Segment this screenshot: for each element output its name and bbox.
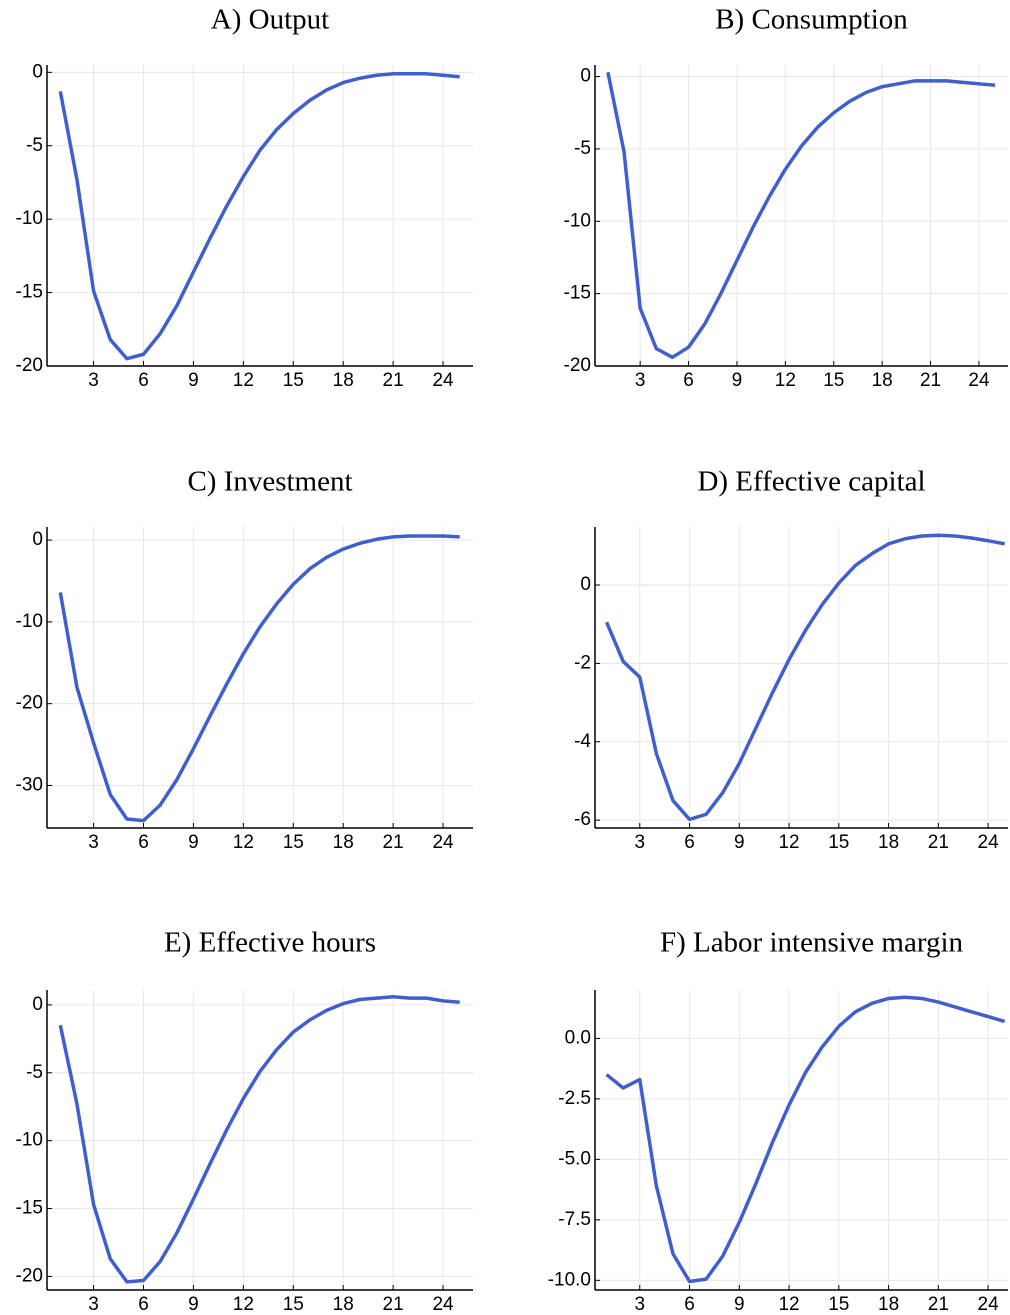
- x-tick-label: 24: [978, 832, 1000, 853]
- x-tick-label: 6: [683, 370, 694, 391]
- series-line: [58, 534, 460, 823]
- y-tick-label: -10: [16, 208, 43, 229]
- y-tick-label: -15: [16, 282, 43, 303]
- y-tick-label: -2.5: [558, 1088, 591, 1109]
- y-tick-label: -5.0: [558, 1148, 591, 1169]
- y-tick-label: -10: [564, 210, 591, 231]
- x-tick-label: 12: [778, 832, 799, 853]
- x-tick-label: 9: [732, 370, 743, 391]
- y-tick-label: -20: [564, 355, 591, 376]
- y-tick-label: -10.0: [548, 1269, 591, 1290]
- x-tick-label: 3: [88, 832, 99, 853]
- x-tick-label: 15: [283, 1294, 304, 1315]
- x-tick-label: 21: [928, 1294, 949, 1315]
- x-tick-label: 9: [734, 1294, 745, 1315]
- x-tick-label: 18: [333, 370, 354, 391]
- x-tick-label: 15: [828, 1294, 849, 1315]
- y-tick-label: -5: [26, 135, 43, 156]
- x-tick-label: 9: [188, 370, 199, 391]
- x-tick-label: 9: [734, 832, 745, 853]
- y-tick-label: -10: [16, 1130, 43, 1151]
- x-tick-label: 3: [88, 370, 99, 391]
- x-tick-label: 21: [928, 832, 949, 853]
- series-line: [606, 71, 996, 360]
- panel-title: D) Effective capital: [697, 466, 925, 498]
- x-tick-label: 21: [383, 1294, 404, 1315]
- panel-title: F) Labor intensive margin: [660, 927, 964, 959]
- y-tick-label: 0: [32, 61, 43, 82]
- y-tick-label: -30: [16, 774, 43, 795]
- y-tick-label: 0.0: [565, 1027, 591, 1048]
- x-tick-label: 21: [920, 370, 941, 391]
- panel-title: B) Consumption: [715, 4, 908, 36]
- x-tick-label: 21: [383, 370, 404, 391]
- x-tick-label: 6: [138, 370, 149, 391]
- y-tick-label: -4: [574, 731, 591, 752]
- x-tick-label: 12: [775, 370, 796, 391]
- x-tick-label: 15: [283, 370, 304, 391]
- x-tick-label: 21: [383, 832, 404, 853]
- y-tick-label: -20: [16, 355, 43, 376]
- y-tick-label: -2: [574, 652, 591, 673]
- x-tick-label: 3: [634, 1294, 645, 1315]
- y-tick-label: -20: [16, 1265, 43, 1286]
- x-tick-label: 24: [968, 370, 990, 391]
- x-tick-label: 9: [188, 1294, 199, 1315]
- y-tick-label: -15: [16, 1198, 43, 1219]
- y-tick-label: -15: [564, 283, 591, 304]
- y-tick-label: -10: [16, 611, 43, 632]
- panel-title: C) Investment: [187, 466, 352, 498]
- x-tick-label: 18: [878, 832, 899, 853]
- x-tick-label: 24: [978, 1294, 1000, 1315]
- x-tick-label: 12: [233, 370, 254, 391]
- x-tick-label: 18: [872, 370, 893, 391]
- x-tick-label: 3: [634, 832, 645, 853]
- y-tick-label: 0: [580, 574, 591, 595]
- series-line: [605, 995, 1006, 1284]
- x-tick-label: 6: [138, 1294, 149, 1315]
- x-tick-label: 6: [138, 832, 149, 853]
- y-tick-label: -5: [26, 1062, 43, 1083]
- y-tick-label: 0: [580, 66, 591, 87]
- y-tick-label: -5: [574, 138, 591, 159]
- panel-title: E) Effective hours: [164, 927, 376, 959]
- x-tick-label: 15: [283, 832, 304, 853]
- series-line: [58, 72, 460, 361]
- y-tick-label: -6: [574, 809, 591, 830]
- x-tick-label: 24: [432, 1294, 454, 1315]
- x-tick-label: 18: [333, 1294, 354, 1315]
- series-line: [58, 995, 460, 1284]
- x-tick-label: 6: [684, 1294, 695, 1315]
- x-tick-label: 18: [878, 1294, 899, 1315]
- y-tick-label: -20: [16, 693, 43, 714]
- x-tick-label: 18: [333, 832, 354, 853]
- x-tick-label: 15: [828, 832, 849, 853]
- x-tick-label: 3: [88, 1294, 99, 1315]
- x-tick-label: 15: [823, 370, 844, 391]
- x-tick-label: 24: [432, 370, 454, 391]
- x-tick-label: 3: [635, 370, 646, 391]
- x-tick-label: 6: [684, 832, 695, 853]
- x-tick-label: 24: [432, 832, 454, 853]
- x-tick-label: 9: [188, 832, 199, 853]
- panel-title: A) Output: [211, 4, 329, 36]
- series-line: [604, 533, 1006, 822]
- y-tick-label: -7.5: [558, 1209, 591, 1230]
- x-tick-label: 12: [233, 1294, 254, 1315]
- x-tick-label: 12: [233, 832, 254, 853]
- y-tick-label: 0: [32, 529, 43, 550]
- x-tick-label: 12: [778, 1294, 799, 1315]
- y-tick-label: 0: [32, 994, 43, 1015]
